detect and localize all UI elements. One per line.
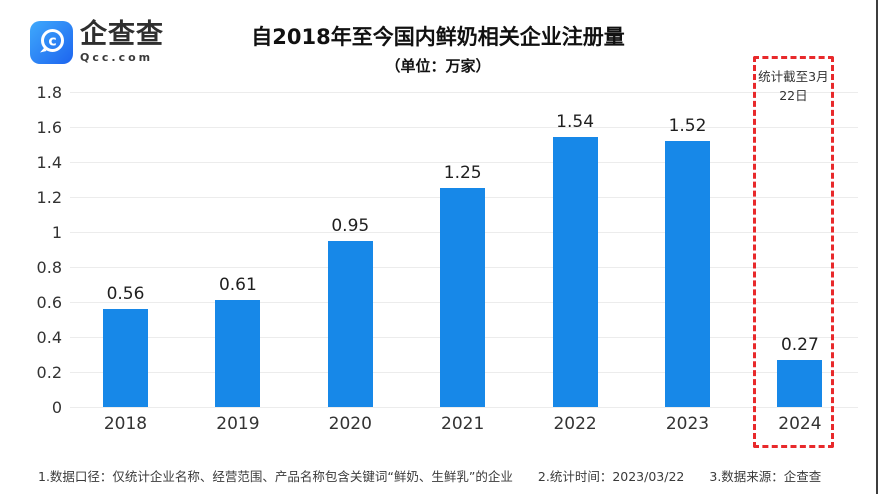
footnote-stat-time: 2.统计时间：2023/03/22	[537, 469, 685, 484]
x-axis-label: 2018	[103, 414, 148, 434]
gridline	[70, 162, 858, 163]
bar-value-label: 1.52	[668, 116, 707, 136]
y-axis-tick-label: 0.4	[36, 328, 62, 347]
brand-domain: Qcc.com	[80, 50, 154, 64]
annotation-text: 统计截至3月22日	[758, 69, 829, 103]
gridline	[70, 127, 858, 128]
y-axis-tick-label: 0.8	[36, 258, 62, 277]
brand-name: 企查查	[80, 19, 164, 51]
chart-title: 自2018年至今国内鲜奶相关企业注册量	[251, 25, 625, 49]
bar-value-label: 0.95	[331, 216, 370, 236]
bar	[440, 188, 486, 407]
gridline	[70, 407, 858, 408]
y-axis-tick-label: 0	[51, 398, 62, 417]
y-axis-tick-label: 1.8	[36, 83, 62, 102]
bar	[777, 360, 823, 407]
footnote-data-source: 3.数据来源：企查查	[709, 469, 822, 484]
gridline	[70, 92, 858, 93]
y-axis-tick-label: 1.6	[36, 118, 62, 137]
y-axis-tick-label: 1.4	[36, 153, 62, 172]
bar-value-label: 0.56	[106, 284, 145, 304]
x-axis-label: 2022	[553, 414, 597, 434]
bar-value-label: 0.27	[780, 335, 819, 355]
bar	[665, 141, 710, 407]
chart-subtitle: （单位：万家）	[385, 57, 491, 75]
svg-text:c: c	[48, 34, 56, 50]
highlight-box-2024: 统计截至3月22日	[752, 56, 834, 448]
x-axis-label: 2023	[665, 414, 710, 434]
bar-value-label: 0.61	[218, 275, 257, 295]
x-axis-label: 2019	[216, 414, 260, 434]
bar-value-label: 1.54	[556, 112, 595, 132]
x-axis-label: 2024	[778, 414, 822, 434]
qcc-logo: c 企查查 Qcc.com	[30, 19, 164, 64]
y-axis-tick-label: 1.2	[36, 188, 62, 207]
x-axis-label: 2020	[328, 414, 372, 434]
qcc-logo-icon: c	[30, 21, 73, 64]
y-axis-tick-label: 0.6	[36, 293, 62, 312]
x-axis-label: 2021	[441, 414, 485, 434]
y-axis-tick-label: 1	[51, 223, 62, 242]
bar	[327, 241, 373, 407]
bar-value-label: 1.25	[443, 163, 482, 183]
footnotes: 1.数据口径：仅统计企业名称、经营范围、产品名称包含关键词“鲜奶、生鲜乳”的企业…	[38, 466, 868, 485]
bar	[103, 309, 148, 407]
y-axis-tick-label: 0.2	[36, 363, 62, 382]
bar	[552, 137, 598, 407]
bar	[215, 300, 261, 407]
footnote-data-scope: 1.数据口径：仅统计企业名称、经营范围、产品名称包含关键词“鲜奶、生鲜乳”的企业	[38, 469, 513, 484]
